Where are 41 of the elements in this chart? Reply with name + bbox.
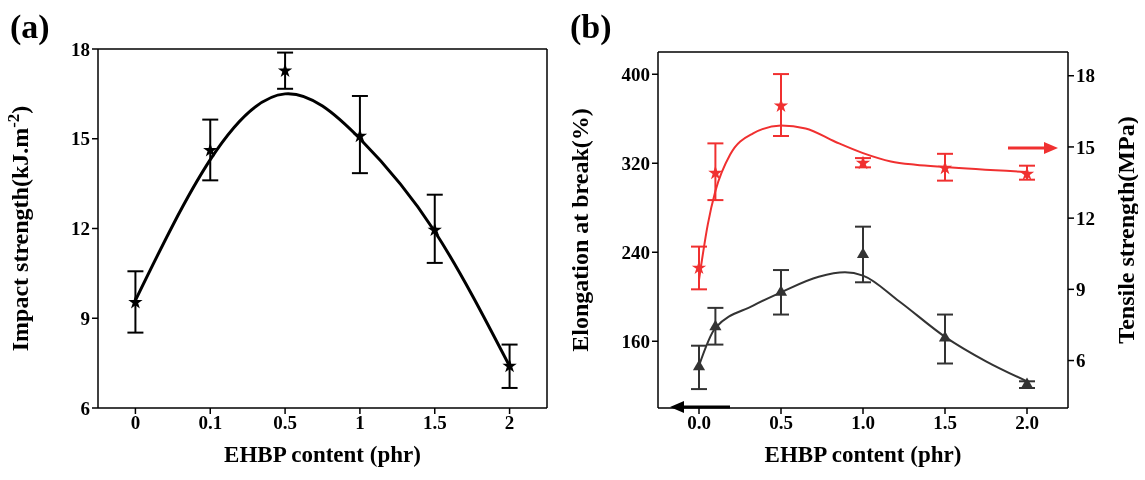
point <box>128 294 143 309</box>
x-axis-title: EHBP content (phr) <box>764 442 962 467</box>
y-tick-label: 160 <box>621 330 650 352</box>
y-tick-label: 240 <box>621 241 650 263</box>
point <box>938 330 952 342</box>
point <box>692 359 706 371</box>
y-tick-label: 320 <box>621 152 650 174</box>
y-tick-label: 12 <box>71 218 90 240</box>
y2-tick-label: 12 <box>1076 207 1095 229</box>
x-tick-label: 1 <box>355 412 365 434</box>
y2-tick-label: 18 <box>1076 65 1095 87</box>
point <box>856 247 870 258</box>
chart-title: (b) <box>570 8 612 46</box>
x-tick-label: 1.5 <box>422 412 447 434</box>
point <box>774 285 788 296</box>
x-tick-label: 1.5 <box>933 412 957 434</box>
x-axis-title: EHBP content (phr) <box>224 442 421 467</box>
x-tick-label: 0.0 <box>687 412 711 434</box>
x-tick-label: 0.5 <box>273 412 297 434</box>
point <box>427 222 442 237</box>
chart-title: (a) <box>10 8 50 46</box>
y-tick-label: 18 <box>71 38 90 60</box>
point <box>502 358 517 373</box>
y2-tick-label: 9 <box>1076 279 1086 301</box>
point <box>708 165 723 180</box>
x-tick-label: 0.5 <box>769 412 793 434</box>
y2-tick-label: 6 <box>1076 350 1086 372</box>
y-tick-label: 6 <box>80 397 90 419</box>
x-tick-label: 0 <box>130 412 141 434</box>
point <box>203 142 218 157</box>
y-tick-label: 9 <box>80 307 90 329</box>
y-tick-label: 400 <box>621 64 650 85</box>
y2-tick-label: 15 <box>1076 136 1095 158</box>
x-tick-label: 1.0 <box>851 412 875 434</box>
x-tick-label: 2 <box>504 412 515 434</box>
y-axis-title: Elongation at break(%) <box>567 108 593 352</box>
y-tick-label: 15 <box>71 128 90 150</box>
x-tick-label: 0.1 <box>198 412 223 434</box>
point <box>352 128 368 143</box>
point <box>709 319 722 331</box>
x-tick-label: 2.0 <box>1015 412 1039 434</box>
